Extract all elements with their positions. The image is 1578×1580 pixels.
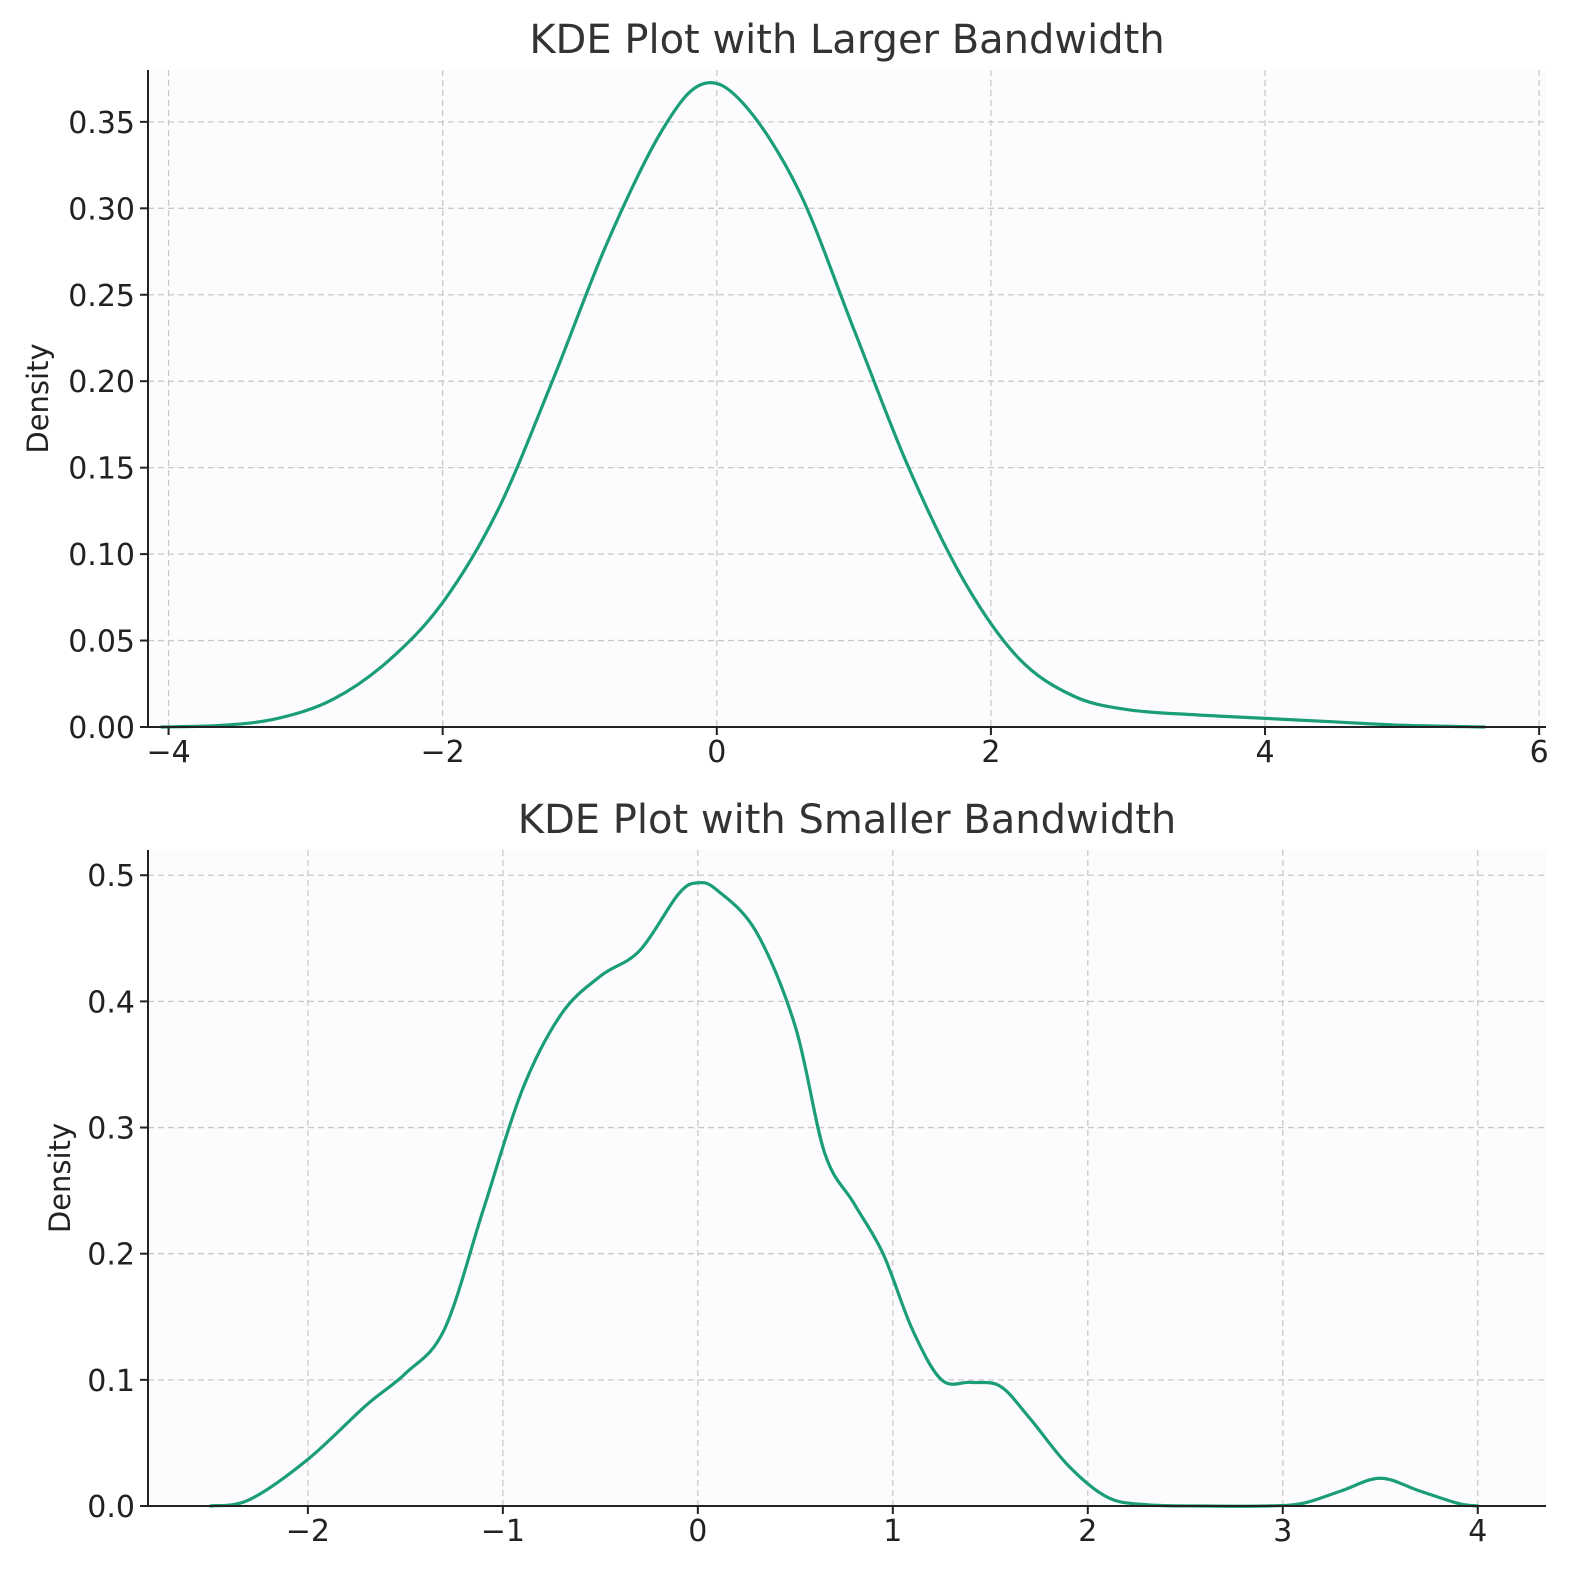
- x-tick-label: 4: [1468, 1514, 1487, 1549]
- y-tick-label: 0.0: [87, 1490, 135, 1525]
- plot-area: [148, 850, 1546, 1506]
- y-tick-label: 0.20: [68, 365, 135, 400]
- tick-labels: −4 −2 0 2 4 6 0.00 0.05 0.10 0.15 0.20 0.25 0.30 0.35: [68, 106, 1548, 770]
- y-tick-label: 0.35: [68, 106, 135, 141]
- chart-title: KDE Plot with Larger Bandwidth: [529, 17, 1164, 63]
- x-tick-label: 2: [1078, 1514, 1097, 1549]
- axes: [147, 850, 1546, 1507]
- kde-panel-smaller-bandwidth: −2 −1 0 1 2 3 4 0.0 0.1 0.2 0.3 0.4 0.5 KDE Plot wit…: [43, 797, 1546, 1549]
- kde-panel-larger-bandwidth: −4 −2 0 2 4 6 0.00 0.05 0.10 0.15 0.20 0.25 0.30 0.35…: [21, 17, 1549, 770]
- x-tick-label: 3: [1273, 1514, 1292, 1549]
- x-tick-label: 1: [883, 1514, 902, 1549]
- chart-title: KDE Plot with Smaller Bandwidth: [518, 797, 1177, 843]
- y-tick-label: 0.1: [87, 1364, 135, 1399]
- y-tick-label: 0.15: [68, 452, 135, 487]
- y-tick-label: 0.05: [68, 625, 135, 660]
- x-tick-label: −2: [421, 735, 465, 770]
- x-tick-label: 4: [1255, 735, 1274, 770]
- y-tick-label: 0.3: [87, 1112, 135, 1147]
- y-tick-label: 0.25: [68, 279, 135, 314]
- x-tick-label: 2: [981, 735, 1000, 770]
- y-tick-label: 0.4: [87, 985, 135, 1020]
- gridlines: [148, 850, 1546, 1507]
- y-tick-label: 0.2: [87, 1238, 135, 1273]
- y-tick-label: 0.10: [68, 538, 135, 573]
- x-tick-label: −1: [481, 1514, 525, 1549]
- x-tick-label: −4: [146, 735, 190, 770]
- y-tick-label: 0.30: [68, 192, 135, 227]
- y-axis-label: Density: [43, 1123, 77, 1233]
- kde-curve: [160, 81, 1486, 729]
- x-tick-label: 0: [688, 1514, 707, 1549]
- axes: [147, 70, 1546, 728]
- tick-labels: −2 −1 0 1 2 3 4 0.0 0.1 0.2 0.3 0.4 0.5: [87, 859, 1487, 1549]
- x-tick-label: −2: [286, 1514, 330, 1549]
- y-axis-label: Density: [21, 343, 55, 453]
- y-tick-label: 0.5: [87, 859, 135, 894]
- plot-area: [148, 70, 1546, 727]
- x-tick-label: 6: [1530, 735, 1549, 770]
- y-tick-label: 0.00: [68, 711, 135, 746]
- x-tick-label: 0: [707, 735, 726, 770]
